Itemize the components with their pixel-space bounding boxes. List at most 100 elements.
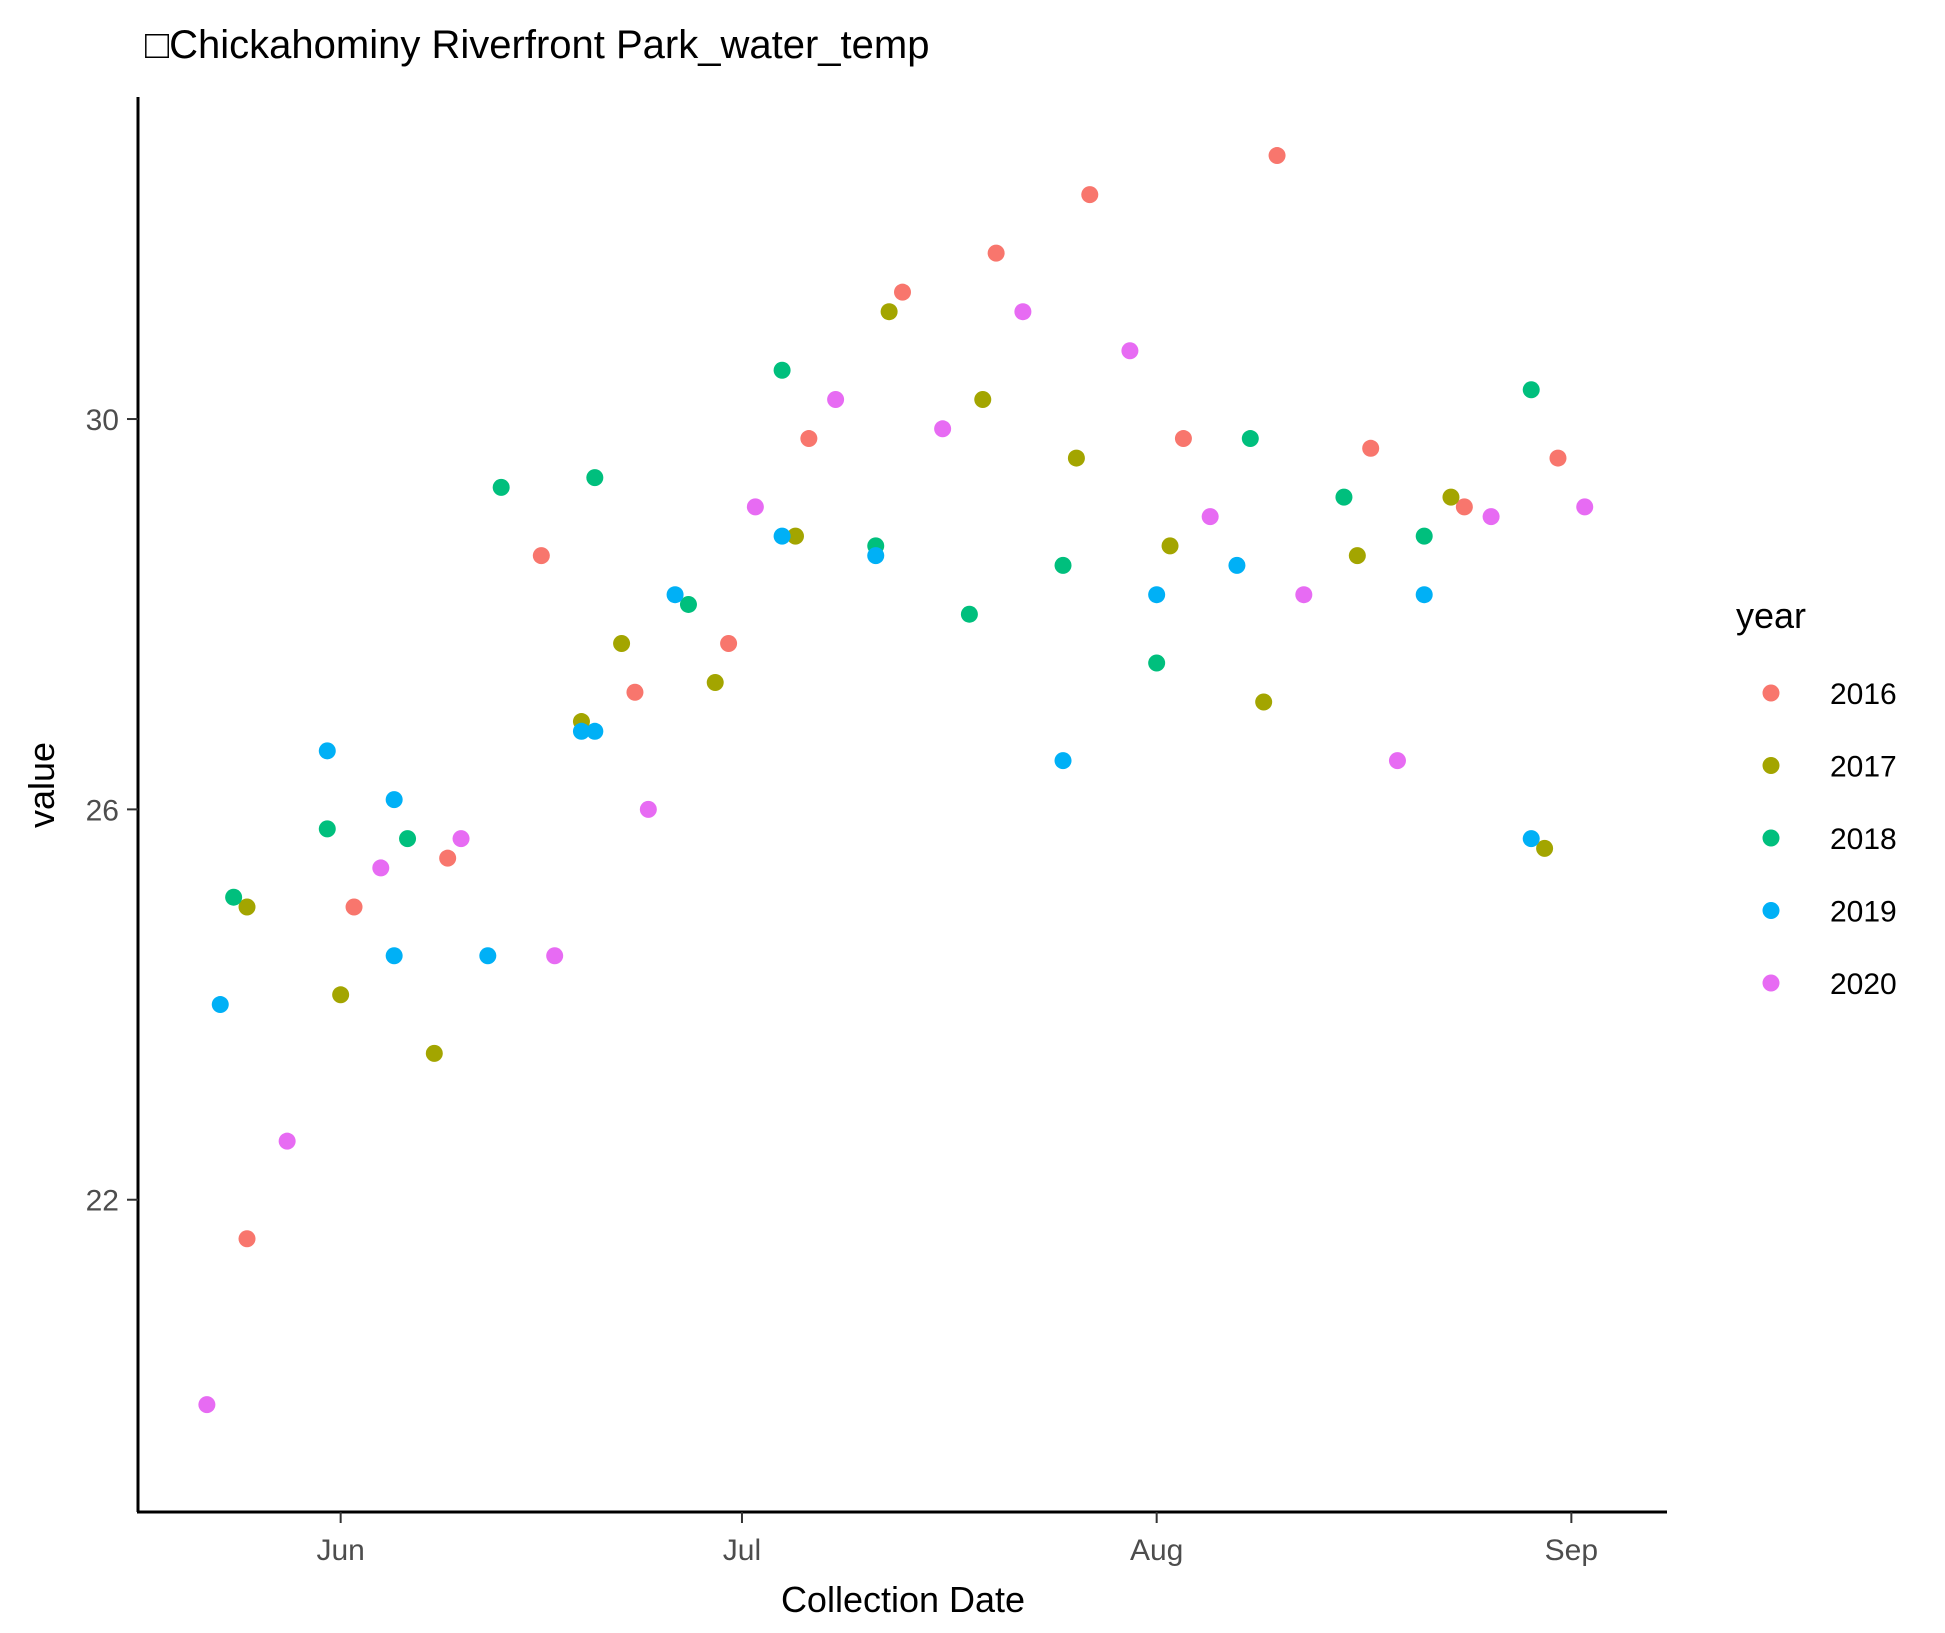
point-2020: [934, 420, 952, 438]
point-2020: [1482, 508, 1500, 526]
point-2016: [800, 430, 818, 448]
x-tick-label: Aug: [1130, 1534, 1183, 1567]
legend-key-2020: [1762, 974, 1780, 992]
point-2016: [987, 244, 1005, 262]
y-tick-label: 22: [86, 1185, 119, 1218]
y-tick-label: 30: [86, 404, 119, 437]
point-2016: [532, 547, 550, 565]
point-2016: [345, 898, 363, 916]
data-points: [198, 147, 1594, 1414]
point-2019: [318, 742, 336, 760]
point-2018: [960, 605, 978, 623]
point-2018: [1148, 654, 1166, 672]
point-2018: [1335, 488, 1353, 506]
point-2018: [318, 820, 336, 838]
point-2017: [1067, 449, 1085, 467]
point-2020: [1388, 752, 1406, 770]
point-2018: [1054, 556, 1072, 574]
x-axis-title: Collection Date: [781, 1579, 1025, 1620]
legend-key-2016: [1762, 684, 1780, 702]
point-2018: [586, 469, 604, 487]
point-2019: [1522, 830, 1540, 848]
point-2016: [1268, 147, 1286, 165]
point-2020: [639, 800, 657, 818]
point-2016: [1081, 186, 1099, 204]
point-2016: [1455, 498, 1473, 516]
point-2017: [880, 303, 898, 321]
point-2018: [399, 830, 417, 848]
legend-label-2020: 2020: [1830, 968, 1897, 1001]
point-2019: [479, 947, 497, 965]
point-2019: [211, 996, 229, 1014]
point-2020: [278, 1132, 296, 1150]
point-2016: [626, 683, 644, 701]
point-2019: [666, 586, 684, 604]
point-2016: [1549, 449, 1567, 467]
point-2016: [1174, 430, 1192, 448]
x-axis-ticks: Jun Jul Aug Sep: [316, 1512, 1598, 1567]
point-2017: [425, 1044, 443, 1062]
point-2019: [1148, 586, 1166, 604]
point-2019: [385, 947, 403, 965]
point-2017: [1536, 839, 1554, 857]
point-2019: [867, 547, 885, 565]
legend-key-2019: [1762, 902, 1780, 919]
point-2019: [572, 722, 590, 740]
point-2020: [827, 391, 845, 409]
point-2016: [238, 1230, 256, 1248]
point-2019: [1054, 752, 1072, 770]
point-2017: [706, 674, 724, 692]
legend: year 2016 2017 2018 2019 2020: [1736, 595, 1897, 1001]
chart-title: □Chickahominy Riverfront Park_water_temp: [145, 23, 929, 67]
point-2020: [1295, 586, 1313, 604]
point-2016: [894, 283, 911, 301]
legend-label-2019: 2019: [1830, 896, 1897, 929]
point-2016: [439, 849, 457, 867]
point-2018: [679, 595, 697, 613]
point-2020: [1121, 342, 1139, 360]
point-2019: [586, 722, 604, 740]
y-axis-ticks: 22 26 30: [86, 404, 138, 1218]
x-tick-label: Jul: [723, 1534, 761, 1567]
legend-label-2016: 2016: [1830, 678, 1897, 711]
point-2020: [546, 947, 564, 965]
point-2017: [238, 898, 256, 916]
point-2020: [452, 830, 470, 848]
point-2016: [1362, 439, 1380, 457]
point-2019: [773, 527, 791, 545]
point-2020: [372, 859, 390, 877]
y-tick-label: 26: [86, 794, 119, 827]
point-2018: [1522, 381, 1540, 399]
legend-key-2017: [1762, 757, 1780, 774]
x-tick-label: Jun: [316, 1534, 364, 1567]
point-2020: [746, 498, 764, 516]
x-tick-label: Sep: [1545, 1534, 1598, 1567]
point-2020: [198, 1396, 216, 1414]
point-2017: [1161, 537, 1179, 555]
point-2018: [1241, 430, 1259, 448]
legend-label-2017: 2017: [1830, 751, 1897, 784]
point-2017: [1255, 693, 1273, 711]
point-2017: [974, 391, 992, 409]
point-2017: [1348, 547, 1366, 565]
point-2019: [385, 791, 403, 809]
point-2018: [225, 888, 243, 906]
legend-key-2018: [1762, 829, 1780, 847]
legend-label-2018: 2018: [1830, 823, 1897, 856]
point-2019: [1228, 556, 1246, 574]
point-2016: [720, 634, 738, 652]
point-2018: [773, 361, 791, 379]
point-2020: [1201, 508, 1219, 526]
point-2017: [613, 634, 631, 652]
legend-title: year: [1736, 595, 1806, 636]
point-2020: [1576, 498, 1594, 516]
point-2019: [1415, 586, 1433, 604]
y-axis-title: value: [21, 742, 62, 828]
point-2020: [1014, 303, 1032, 321]
point-2018: [492, 478, 510, 496]
point-2018: [1415, 527, 1433, 545]
point-2017: [332, 986, 350, 1004]
point-2017: [786, 527, 804, 545]
point-2017: [1442, 488, 1460, 506]
